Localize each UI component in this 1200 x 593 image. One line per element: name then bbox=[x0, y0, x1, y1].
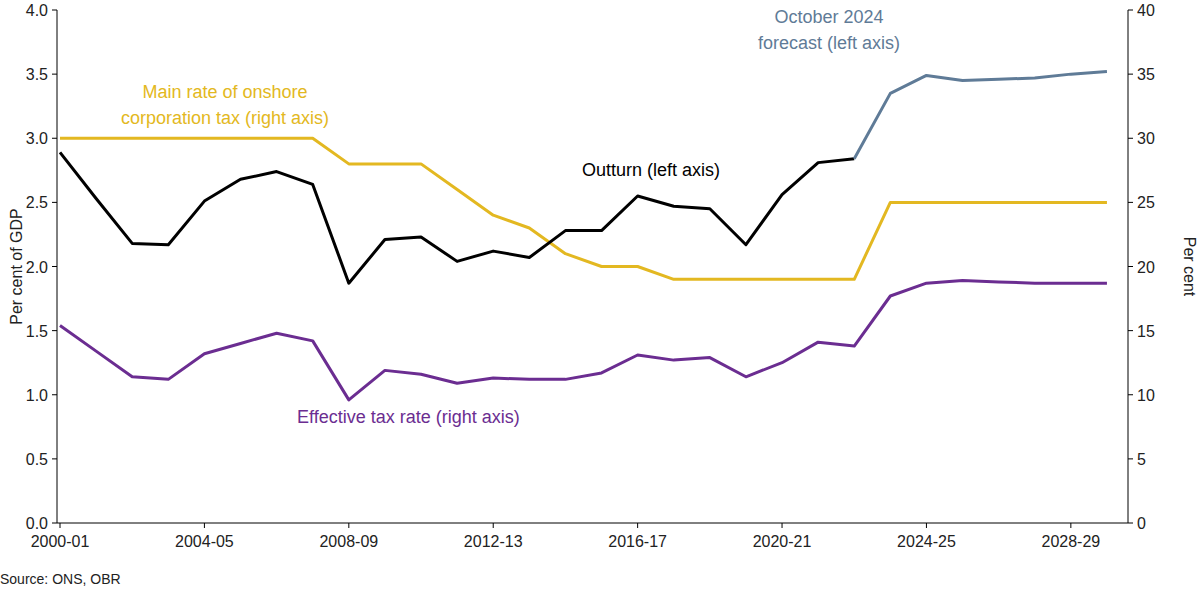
y2-tick bbox=[1128, 74, 1133, 75]
y-tick bbox=[52, 138, 57, 139]
y2-tick bbox=[1128, 330, 1133, 331]
series-label: October 2024 forecast (left axis) bbox=[758, 7, 900, 53]
x-tick bbox=[204, 523, 205, 528]
series-label-line: forecast (left axis) bbox=[758, 33, 900, 53]
series-label: Outturn (left axis) bbox=[582, 160, 720, 180]
x-tick bbox=[1070, 523, 1071, 528]
x-tick-label: 2016-17 bbox=[608, 533, 667, 550]
series-line bbox=[60, 152, 854, 283]
y2-tick-label: 10 bbox=[1137, 387, 1155, 404]
x-tick-label: 2020-21 bbox=[753, 533, 812, 550]
x-tick bbox=[493, 523, 494, 528]
y2-tick bbox=[1128, 394, 1133, 395]
series-line bbox=[60, 138, 1107, 279]
y-tick-label: 0.0 bbox=[26, 515, 48, 532]
y-tick bbox=[52, 394, 57, 395]
y-tick bbox=[52, 523, 57, 524]
y-tick bbox=[52, 74, 57, 75]
series-label-line: corporation tax (right axis) bbox=[121, 108, 329, 128]
source: Source: ONS, OBR bbox=[0, 571, 121, 587]
x-tick bbox=[60, 523, 61, 528]
x-tick-label: 2004-05 bbox=[175, 533, 234, 550]
y-tick-label: 2.0 bbox=[26, 259, 48, 276]
y-tick-label: 1.0 bbox=[26, 387, 48, 404]
series-line bbox=[60, 281, 1107, 400]
chart: 0.0 0.5 1.0 1.5 2.0 2.5 3.0 3.5 4.0 0 5 10 15 20 25 30 3… bbox=[0, 0, 1200, 593]
y-tick-label: 3.0 bbox=[26, 130, 48, 147]
y-tick bbox=[52, 458, 57, 459]
x-axis bbox=[57, 523, 1128, 524]
y2-tick bbox=[1128, 266, 1133, 267]
x-tick-label: 2028-29 bbox=[1041, 533, 1100, 550]
x-tick-label: 2012-13 bbox=[464, 533, 523, 550]
y-tick-label: 1.5 bbox=[26, 323, 48, 340]
series-label-line: Outturn (left axis) bbox=[582, 160, 720, 180]
y2-tick bbox=[1128, 10, 1133, 11]
y-tick-label: 2.5 bbox=[26, 194, 48, 211]
y2-tick-label: 20 bbox=[1137, 259, 1155, 276]
y2-tick-label: 40 bbox=[1137, 2, 1155, 19]
x-tick-label: 2008-09 bbox=[319, 533, 378, 550]
y-tick bbox=[52, 10, 57, 11]
x-tick bbox=[348, 523, 349, 528]
y2-tick bbox=[1128, 458, 1133, 459]
y2-tick-label: 0 bbox=[1137, 515, 1146, 532]
x-tick-label: 2024-25 bbox=[897, 533, 956, 550]
y2-tick-label: 30 bbox=[1137, 130, 1155, 147]
y2-axis-label: Per cent bbox=[1181, 237, 1198, 297]
series-label-line: Effective tax rate (right axis) bbox=[297, 407, 520, 427]
x-tick bbox=[637, 523, 638, 528]
series-label: Main rate of onshore corporation tax (rig… bbox=[121, 82, 329, 128]
x-tick bbox=[782, 523, 783, 528]
y2-tick bbox=[1128, 138, 1133, 139]
y2-tick bbox=[1128, 202, 1133, 203]
y-tick bbox=[52, 330, 57, 331]
y2-tick-label: 25 bbox=[1137, 194, 1155, 211]
y-tick-label: 4.0 bbox=[26, 2, 48, 19]
series-label-line: October 2024 bbox=[774, 7, 883, 27]
y-tick bbox=[52, 202, 57, 203]
plot-lines bbox=[60, 72, 1107, 400]
series-line bbox=[854, 72, 1107, 159]
x-tick bbox=[926, 523, 927, 528]
y-tick bbox=[52, 266, 57, 267]
series-label: Effective tax rate (right axis) bbox=[297, 407, 520, 427]
y-tick-label: 0.5 bbox=[26, 451, 48, 468]
y2-tick-label: 5 bbox=[1137, 451, 1146, 468]
y-axis-label: Per cent of GDP bbox=[8, 208, 25, 325]
y2-tick-label: 15 bbox=[1137, 323, 1155, 340]
series-label-line: Main rate of onshore bbox=[142, 82, 307, 102]
y-tick-label: 3.5 bbox=[26, 66, 48, 83]
x-tick-label: 2000-01 bbox=[31, 533, 90, 550]
y2-tick bbox=[1128, 523, 1133, 524]
y2-tick-label: 35 bbox=[1137, 66, 1155, 83]
